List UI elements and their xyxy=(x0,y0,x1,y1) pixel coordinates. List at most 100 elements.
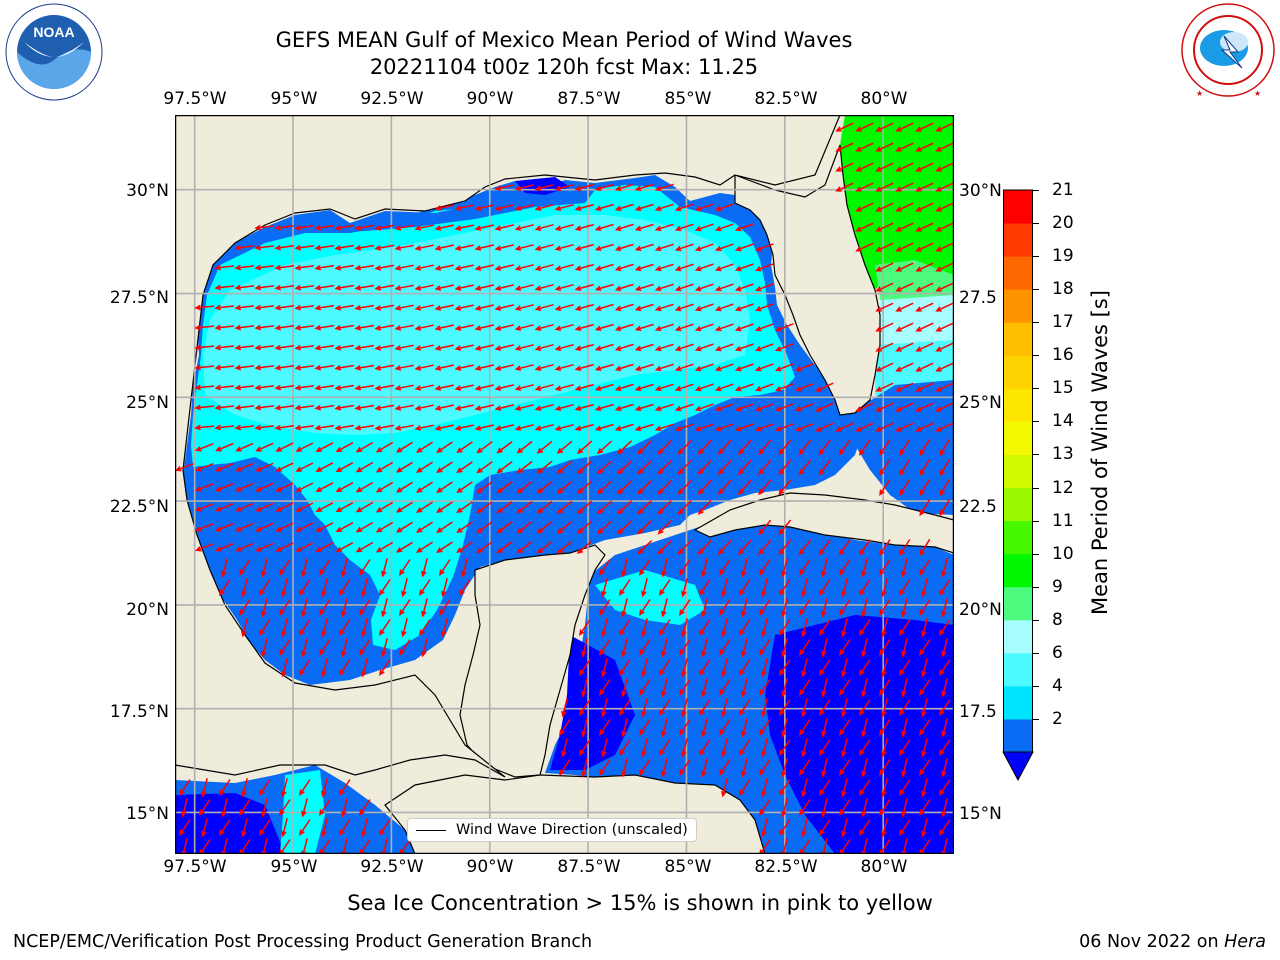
wind-arrow xyxy=(514,344,534,351)
wind-arrow xyxy=(774,343,794,352)
wind-arrow xyxy=(414,284,434,291)
wind-arrow xyxy=(394,304,414,311)
wind-arrow xyxy=(815,422,834,432)
wind-arrow xyxy=(355,461,374,473)
wind-arrow xyxy=(734,303,754,312)
wind-arrow xyxy=(659,699,671,716)
wind-arrow xyxy=(394,424,414,431)
wind-arrow xyxy=(321,578,328,598)
wind-arrow xyxy=(321,778,328,798)
wind-arrow xyxy=(334,344,355,351)
wind-arrow xyxy=(895,402,914,412)
wind-arrow xyxy=(677,499,692,515)
wind-arrow xyxy=(394,344,414,351)
wind-arrow xyxy=(701,718,708,738)
wind-arrow xyxy=(915,282,934,292)
wind-arrow xyxy=(594,243,614,252)
wind-arrow xyxy=(415,501,434,513)
wind-arrow xyxy=(214,384,234,391)
wind-arrow xyxy=(536,480,553,494)
wind-arrow xyxy=(657,460,672,475)
wind-arrow xyxy=(841,578,848,598)
wind-arrow xyxy=(719,639,731,656)
wind-arrow xyxy=(235,522,254,532)
wind-arrow xyxy=(599,759,611,776)
wind-arrow xyxy=(354,344,375,351)
wind-arrow xyxy=(234,344,254,351)
wind-arrow xyxy=(214,324,234,331)
wind-arrow xyxy=(496,481,513,494)
wind-arrow xyxy=(921,778,928,798)
wind-arrow xyxy=(414,364,434,371)
wind-arrow xyxy=(181,798,188,818)
wind-arrow xyxy=(514,204,534,211)
wind-arrow xyxy=(534,303,554,311)
wind-arrow xyxy=(274,424,295,431)
wind-arrow xyxy=(374,324,395,331)
wind-arrow xyxy=(901,758,908,778)
wind-arrow xyxy=(798,459,812,476)
wind-arrow xyxy=(758,459,772,476)
wind-arrow xyxy=(594,183,614,192)
wind-arrow xyxy=(714,343,734,352)
wind-arrow xyxy=(935,242,954,252)
wind-arrow xyxy=(935,122,954,132)
wind-arrow xyxy=(614,303,634,312)
wind-arrow xyxy=(681,698,688,718)
wind-arrow xyxy=(915,342,934,352)
wind-arrow xyxy=(661,558,668,578)
wind-arrow xyxy=(799,639,811,656)
wind-arrow xyxy=(694,323,714,332)
wind-arrow xyxy=(496,521,513,534)
wind-arrow xyxy=(421,598,428,618)
wind-arrow xyxy=(634,423,654,432)
wind-arrow xyxy=(599,639,611,656)
wind-arrow xyxy=(314,244,335,251)
wind-arrow xyxy=(714,423,734,432)
wind-arrow xyxy=(801,778,808,798)
wind-arrow xyxy=(221,558,228,578)
wind-arrow xyxy=(514,224,534,231)
wind-arrow xyxy=(234,284,254,291)
wind-arrow xyxy=(454,204,474,211)
wind-arrow xyxy=(719,679,731,696)
wind-arrow xyxy=(395,541,413,553)
wind-arrow xyxy=(639,679,651,696)
wind-arrow xyxy=(456,521,473,534)
noaa-logo: NOAA xyxy=(4,2,104,102)
wind-arrow xyxy=(234,244,254,251)
wind-arrow xyxy=(275,442,294,452)
wind-arrow xyxy=(321,818,328,838)
wind-arrow xyxy=(294,304,315,311)
wind-arrow xyxy=(835,122,854,132)
wind-arrow xyxy=(694,403,714,412)
colorbar-tick-label: 8 xyxy=(1052,609,1063,630)
wind-arrow xyxy=(895,162,914,172)
wind-arrow xyxy=(274,384,295,391)
wind-arrow xyxy=(855,222,874,232)
wind-arrow xyxy=(235,542,254,552)
wind-arrow xyxy=(434,284,454,291)
wind-arrow xyxy=(819,579,831,596)
wind-arrow xyxy=(476,521,493,534)
wind-arrow xyxy=(895,202,914,212)
wind-arrow xyxy=(815,402,834,412)
wind-arrow xyxy=(314,424,335,431)
wind-arrow xyxy=(915,362,934,372)
wind-arrow xyxy=(201,818,208,838)
colorbar-tick-label: 2 xyxy=(1052,708,1063,729)
wind-arrow xyxy=(534,403,554,411)
lon-label: 95°W xyxy=(270,89,318,109)
wind-arrow xyxy=(281,658,288,678)
wind-arrow xyxy=(861,558,868,578)
wind-arrow xyxy=(219,819,231,836)
wind-arrow xyxy=(755,263,774,272)
wind-arrow xyxy=(858,539,871,556)
wind-arrow xyxy=(935,142,954,152)
wind-arrow xyxy=(919,458,931,477)
wind-arrow xyxy=(361,578,368,598)
wind-arrow xyxy=(634,383,654,392)
wind-arrow xyxy=(779,579,791,596)
wind-arrow xyxy=(436,521,453,533)
colorbar-tick-mark xyxy=(1033,520,1039,522)
